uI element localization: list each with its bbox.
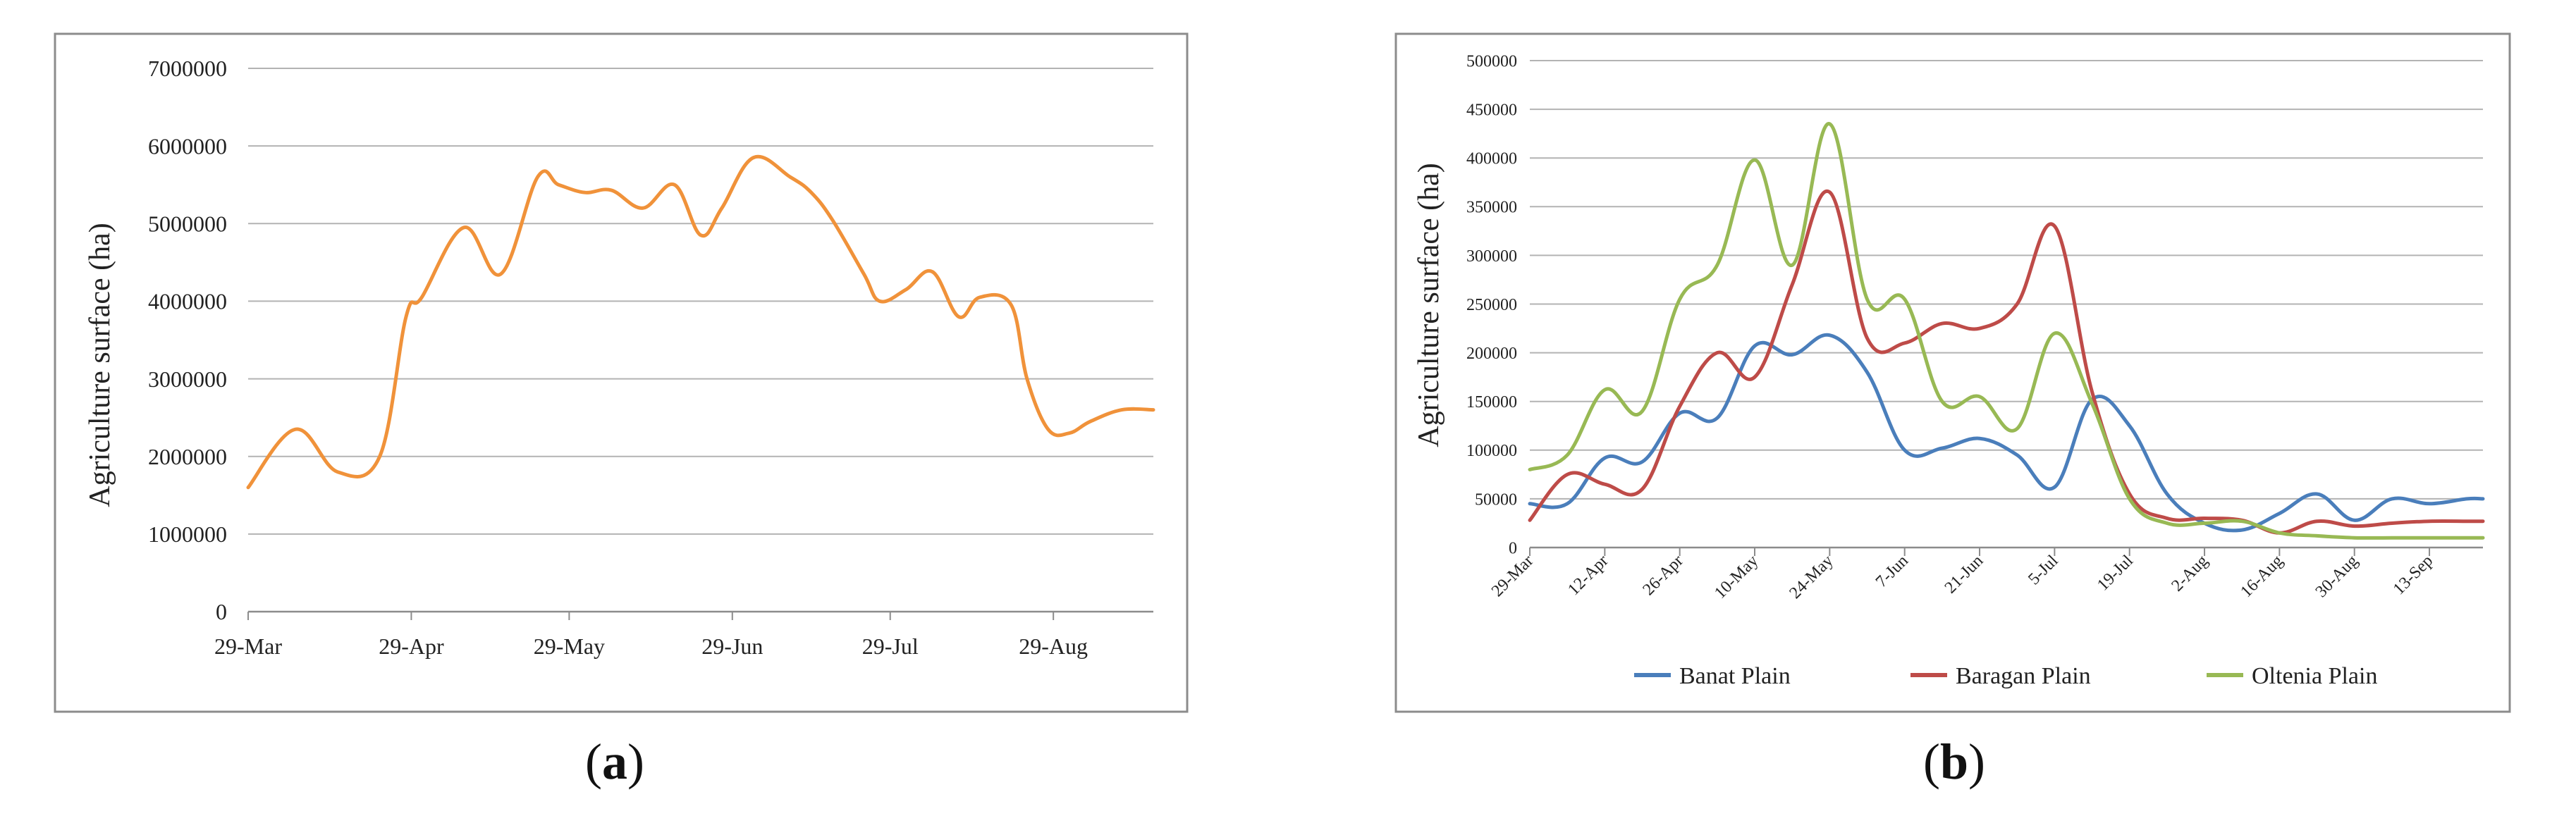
panel-a-caption-close: ) — [627, 734, 644, 790]
y-tick-label: 6000000 — [148, 133, 227, 159]
y-tick-label: 50000 — [1475, 490, 1517, 509]
panel-b-series — [1528, 122, 2485, 540]
series-line-baragan-plain — [1528, 189, 2485, 535]
legend-label-baragan-plain: Baragan Plain — [1956, 663, 2091, 689]
y-tick-label: 200000 — [1466, 345, 1517, 363]
series-line-oltenia-plain — [1528, 122, 2485, 540]
panel-b-frame — [1394, 32, 2511, 713]
panel-b-gridlines — [1530, 60, 2483, 549]
series-line-agriculture-surface — [246, 154, 1155, 490]
legend-label-banat-plain: Banat Plain — [1679, 663, 1791, 689]
panel-b-caption: (b) — [1923, 734, 1985, 790]
y-tick-label: 400000 — [1466, 150, 1517, 168]
panel-a-caption-letter: a — [602, 734, 627, 790]
y-tick-label: 100000 — [1466, 442, 1517, 460]
panel-a-gridlines — [248, 68, 1153, 613]
x-tick-label: 29-Jul — [862, 633, 919, 659]
x-tick-label: 29-Apr — [379, 633, 444, 659]
y-tick-label: 0 — [1509, 539, 1517, 557]
y-tick-label: 5000000 — [148, 211, 227, 236]
y-tick-label: 1000000 — [148, 521, 227, 547]
x-tick-label: 29-May — [534, 633, 605, 659]
panel-b-caption-close: ) — [1968, 734, 1985, 790]
panel-b-caption-open: ( — [1923, 734, 1940, 790]
panel-a: 0 1000000 2000000 3000000 4000000 5000000 6000… — [54, 32, 1189, 790]
y-tick-label: 300000 — [1466, 247, 1517, 266]
x-tick-label: 29-Aug — [1019, 633, 1088, 659]
y-tick-label: 150000 — [1466, 393, 1517, 412]
panel-a-series — [246, 154, 1155, 490]
panel-a-y-axis-label: Agriculture surface (ha) — [84, 223, 116, 507]
x-tick-label: 29-Jun — [701, 633, 763, 659]
panel-a-x-ticks: 29-Mar 29-Apr 29-May 29-Jun 29-Jul 29-Aug — [214, 612, 1088, 659]
y-tick-label: 350000 — [1466, 199, 1517, 217]
legend-label-oltenia-plain: Oltenia Plain — [2252, 663, 2377, 689]
panel-b-legend: Banat Plain Baragan Plain Oltenia Plain — [1634, 663, 2377, 689]
panel-a-y-ticks: 0 1000000 2000000 3000000 4000000 5000000 6000… — [148, 56, 227, 624]
panel-a-frame — [54, 32, 1189, 713]
y-tick-label: 3000000 — [148, 366, 227, 392]
y-tick-label: 2000000 — [148, 444, 227, 469]
panel-b: 0 50000 100000 150000 200000 250000 300000 3500… — [1394, 32, 2511, 790]
y-tick-label: 7000000 — [148, 56, 227, 81]
y-tick-label: 250000 — [1466, 296, 1517, 314]
x-tick-label: 29-Mar — [214, 633, 282, 659]
panel-a-caption: (a) — [585, 734, 644, 790]
series-line-banat-plain — [1528, 333, 2485, 533]
panel-a-caption-open: ( — [585, 734, 602, 790]
panel-b-caption-letter: b — [1940, 734, 1968, 790]
y-tick-label: 500000 — [1466, 52, 1517, 70]
y-tick-label: 4000000 — [148, 289, 227, 314]
y-tick-label: 450000 — [1466, 101, 1517, 120]
y-tick-label: 0 — [216, 599, 227, 624]
panel-b-y-axis-label: Agriculture surface (ha) — [1413, 163, 1445, 447]
panel-b-y-ticks: 0 50000 100000 150000 200000 250000 300000 3500… — [1466, 52, 1517, 557]
